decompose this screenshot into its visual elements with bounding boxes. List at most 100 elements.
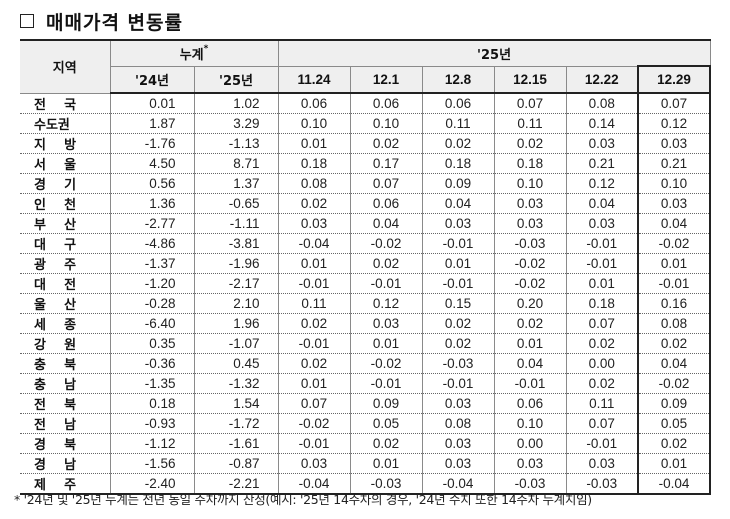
weekly-value: -0.01 — [565, 433, 639, 454]
weekly-value: 0.15 — [421, 293, 495, 314]
footnote-mark: * — [203, 43, 209, 54]
region-name: 전 북 — [20, 393, 111, 414]
cumulative-24-value: -1.35 — [109, 373, 195, 394]
region-name: 경 북 — [20, 433, 111, 454]
region-name: 대 구 — [20, 233, 111, 254]
weekly-value: 0.08 — [565, 93, 639, 114]
table-row: 세 종 -6.40 1.96 0.02 0.03 0.02 0.02 0.07 0.08 — [20, 313, 712, 334]
weekly-value: 0.09 — [349, 393, 423, 414]
weekly-value: 0.21 — [637, 153, 712, 174]
weekly-value: 0.02 — [349, 253, 423, 274]
weekly-value: -0.01 — [349, 273, 423, 294]
weekly-value: 0.03 — [565, 213, 639, 234]
weekly-value: 0.18 — [277, 153, 351, 174]
region-name: 지 방 — [20, 133, 111, 154]
weekly-value: -0.03 — [565, 473, 639, 495]
weekly-value: 0.11 — [421, 113, 495, 134]
weekly-value: 0.00 — [565, 353, 639, 374]
region-name: 충 남 — [20, 373, 111, 394]
weekly-value: 0.02 — [493, 313, 567, 334]
table-row: 대 구 -4.86 -3.81 -0.04 -0.02 -0.01 -0.03 -0.01 -0… — [20, 233, 712, 254]
weekly-value: 0.01 — [277, 253, 351, 274]
cumulative-25-value: -2.21 — [193, 473, 279, 495]
region-name: 수도권 — [20, 113, 111, 134]
weekly-value: 0.02 — [421, 313, 495, 334]
weekly-value: -0.01 — [421, 233, 495, 254]
header-week: 12.1 — [349, 65, 423, 94]
weekly-value: 0.03 — [565, 453, 639, 474]
region-name: 서 울 — [20, 153, 111, 174]
weekly-value: 0.10 — [637, 173, 712, 194]
weekly-value: 0.07 — [277, 393, 351, 414]
weekly-value: 0.02 — [277, 193, 351, 214]
weekly-value: 0.05 — [349, 413, 423, 434]
table-row: 제 주 -2.40 -2.21 -0.04 -0.03 -0.04 -0.03 -0.03 -0… — [20, 473, 712, 495]
weekly-value: 0.02 — [421, 133, 495, 154]
table-row: 광 주 -1.37 -1.96 0.01 0.02 0.01 -0.02 -0.01 0.01 — [20, 253, 712, 274]
weekly-value: 0.02 — [637, 333, 712, 354]
cumulative-24-value: 0.18 — [109, 393, 195, 414]
cumulative-24-value: 0.01 — [109, 93, 195, 114]
weekly-value: 0.01 — [277, 373, 351, 394]
cumulative-25-value: 1.96 — [193, 313, 279, 334]
weekly-value: 0.03 — [637, 133, 712, 154]
weekly-value: 0.08 — [277, 173, 351, 194]
cumulative-25-value: 2.10 — [193, 293, 279, 314]
region-name: 부 산 — [20, 213, 111, 234]
weekly-value: 0.06 — [277, 93, 351, 114]
header-week: 12.22 — [565, 65, 639, 94]
weekly-value: 0.02 — [277, 313, 351, 334]
weekly-value: 0.17 — [349, 153, 423, 174]
header-cum-24: '24년 — [110, 65, 195, 94]
checkbox-bullet-icon — [20, 14, 34, 28]
weekly-value: 0.00 — [493, 433, 567, 454]
header-week: 11.24 — [277, 65, 351, 94]
table-row: 지 방 -1.76 -1.13 0.01 0.02 0.02 0.02 0.03 0.03 — [20, 133, 712, 154]
table-row: 수도권 1.87 3.29 0.10 0.10 0.11 0.11 0.14 0.12 — [20, 113, 712, 134]
region-name: 대 전 — [20, 273, 111, 294]
weekly-value: 0.01 — [493, 333, 567, 354]
weekly-value: 0.03 — [277, 213, 351, 234]
region-name: 울 산 — [20, 293, 111, 314]
weekly-value: 0.03 — [493, 193, 567, 214]
region-name: 인 천 — [20, 193, 111, 214]
weekly-value: 0.07 — [349, 173, 423, 194]
cumulative-24-value: -1.12 — [109, 433, 195, 454]
weekly-value: 0.10 — [493, 413, 567, 434]
weekly-value: 0.11 — [565, 393, 639, 414]
weekly-value: -0.03 — [421, 353, 495, 374]
weekly-value: -0.04 — [277, 233, 351, 254]
table-row: 충 북 -0.36 0.45 0.02 -0.02 -0.03 0.04 0.00 0.04 — [20, 353, 712, 374]
weekly-value: 0.01 — [349, 453, 423, 474]
cumulative-25-value: -1.11 — [193, 213, 279, 234]
cumulative-24-value: 0.35 — [109, 333, 195, 354]
weekly-value: 0.11 — [277, 293, 351, 314]
table-row: 전 남 -0.93 -1.72 -0.02 0.05 0.08 0.10 0.07 0.05 — [20, 413, 712, 434]
cumulative-25-value: -3.81 — [193, 233, 279, 254]
price-change-table: 지역 누계* '25년 '24년 '25년 11.24 12.1 12.8 12… — [20, 39, 712, 495]
weekly-value: 0.04 — [349, 213, 423, 234]
cumulative-25-value: -1.13 — [193, 133, 279, 154]
weekly-value: -0.02 — [349, 233, 423, 254]
weekly-value: 0.07 — [565, 413, 639, 434]
cumulative-24-value: 1.87 — [109, 113, 195, 134]
cumulative-25-value: 1.37 — [193, 173, 279, 194]
weekly-value: 0.08 — [421, 413, 495, 434]
weekly-value: -0.02 — [637, 373, 712, 394]
header-year-group: '25년 — [277, 39, 711, 67]
weekly-value: 0.01 — [637, 453, 712, 474]
weekly-value: 0.18 — [421, 153, 495, 174]
cumulative-25-value: 0.45 — [193, 353, 279, 374]
weekly-value: 0.02 — [349, 133, 423, 154]
weekly-value: 0.01 — [565, 273, 639, 294]
weekly-value: 0.03 — [421, 393, 495, 414]
cumulative-25-value: -1.96 — [193, 253, 279, 274]
region-name: 세 종 — [20, 313, 111, 334]
weekly-value: -0.02 — [637, 233, 712, 254]
weekly-value: -0.01 — [277, 433, 351, 454]
weekly-value: 0.02 — [277, 353, 351, 374]
page-title: 매매가격 변동률 — [20, 6, 183, 36]
weekly-value: -0.01 — [565, 253, 639, 274]
weekly-value: 0.03 — [493, 213, 567, 234]
table-row: 경 기 0.56 1.37 0.08 0.07 0.09 0.10 0.12 0.10 — [20, 173, 712, 194]
